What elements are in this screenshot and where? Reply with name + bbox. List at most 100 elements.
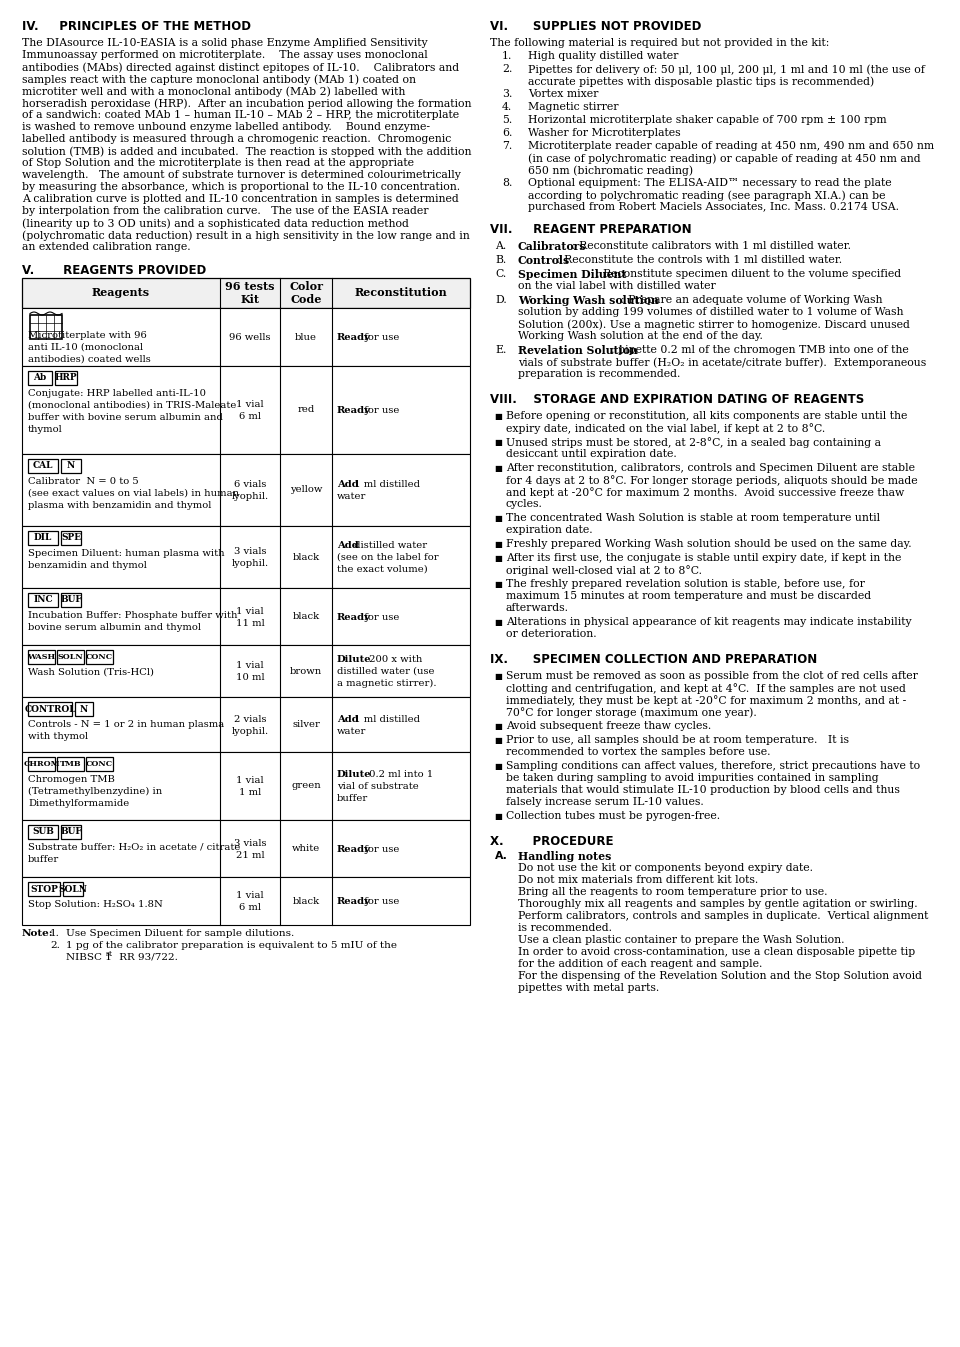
Text: Horizontal microtiterplate shaker capable of 700 rpm ± 100 rpm: Horizontal microtiterplate shaker capabl…: [528, 114, 887, 125]
Text: Dilute: Dilute: [337, 655, 372, 664]
Text: for 4 days at 2 to 8°C. For longer storage periods, aliquots should be made: for 4 days at 2 to 8°C. For longer stora…: [506, 475, 918, 486]
Text: Pipettes for delivery of: 50 μl, 100 μl, 200 μl, 1 ml and 10 ml (the use of: Pipettes for delivery of: 50 μl, 100 μl,…: [528, 65, 924, 74]
Text: for use: for use: [361, 333, 399, 342]
Text: be taken during sampling to avoid impurities contained in sampling: be taken during sampling to avoid impuri…: [506, 773, 878, 783]
Text: maximum 15 minutes at room temperature and must be discarded: maximum 15 minutes at room temperature a…: [506, 591, 871, 601]
Text: 10 ml: 10 ml: [236, 674, 264, 682]
Text: is washed to remove unbound enzyme labelled antibody.    Bound enzyme-: is washed to remove unbound enzyme label…: [22, 123, 430, 132]
Text: brown: brown: [290, 667, 323, 675]
Text: preparation is recommended.: preparation is recommended.: [518, 369, 681, 379]
Text: Dimethylformamide: Dimethylformamide: [28, 799, 130, 808]
Bar: [22, 454, 470, 525]
Text: 21 ml: 21 ml: [236, 850, 264, 859]
Text: purchased from Robert Maciels Associates, Inc. Mass. 0.2174 USA.: purchased from Robert Maciels Associates…: [528, 202, 899, 211]
Text: 96 tests
Kit: 96 tests Kit: [226, 282, 275, 304]
Bar: [55, 370, 77, 385]
Text: 7.: 7.: [502, 141, 513, 151]
Bar: [28, 459, 58, 473]
Text: ■: ■: [494, 463, 502, 473]
Text: black: black: [293, 552, 320, 562]
Text: (monoclonal antibodies) in TRIS-Maleate: (monoclonal antibodies) in TRIS-Maleate: [28, 401, 236, 409]
Text: horseradish peroxidase (HRP).  After an incubation period allowing the formation: horseradish peroxidase (HRP). After an i…: [22, 98, 471, 109]
Text: 3 vials: 3 vials: [233, 547, 266, 556]
Text: C.: C.: [495, 269, 506, 279]
Text: 1 vial: 1 vial: [236, 890, 264, 900]
Text: on the vial label with distilled water: on the vial label with distilled water: [518, 282, 716, 291]
Text: Stop Solution: H₂SO₄ 1.8N: Stop Solution: H₂SO₄ 1.8N: [28, 900, 163, 909]
Text: HRP: HRP: [55, 373, 78, 383]
Text: Immunoassay performed on microtiterplate.    The assay uses monoclonal: Immunoassay performed on microtiterplate…: [22, 50, 428, 61]
Text: V.       REAGENTS PROVIDED: V. REAGENTS PROVIDED: [22, 264, 206, 277]
Text: IX.      SPECIMEN COLLECTION AND PREPARATION: IX. SPECIMEN COLLECTION AND PREPARATION: [490, 653, 817, 665]
Text: ■: ■: [494, 672, 502, 682]
Text: ■: ■: [494, 762, 502, 770]
Text: 1.: 1.: [50, 929, 60, 938]
Text: 11 ml: 11 ml: [235, 618, 264, 628]
Text: SUB: SUB: [32, 827, 54, 836]
Text: yellow: yellow: [290, 485, 323, 494]
Text: Unused strips must be stored, at 2-8°C, in a sealed bag containing a: Unused strips must be stored, at 2-8°C, …: [506, 436, 881, 447]
Bar: [22, 308, 470, 366]
Text: lyophil.: lyophil.: [231, 492, 269, 501]
Text: 3 vials: 3 vials: [233, 838, 266, 847]
Text: an extended calibration range.: an extended calibration range.: [22, 242, 191, 252]
Text: After its first use, the conjugate is stable until expiry date, if kept in the: After its first use, the conjugate is st…: [506, 554, 901, 563]
Text: 2.: 2.: [502, 65, 513, 74]
Text: VIII.    STORAGE AND EXPIRATION DATING OF REAGENTS: VIII. STORAGE AND EXPIRATION DATING OF R…: [490, 393, 864, 405]
Text: Do not use the kit or components beyond expiry date.: Do not use the kit or components beyond …: [518, 863, 813, 873]
Text: Incubation Buffer: Phosphate buffer with: Incubation Buffer: Phosphate buffer with: [28, 612, 237, 620]
Text: CONC: CONC: [86, 653, 113, 661]
Text: thymol: thymol: [28, 426, 62, 434]
Text: In order to avoid cross-contamination, use a clean disposable pipette tip: In order to avoid cross-contamination, u…: [518, 947, 915, 956]
Text: SPE: SPE: [60, 533, 81, 543]
Text: VI.      SUPPLIES NOT PROVIDED: VI. SUPPLIES NOT PROVIDED: [490, 20, 702, 32]
Text: recommended to vortex the samples before use.: recommended to vortex the samples before…: [506, 748, 771, 757]
Text: Handling notes: Handling notes: [518, 851, 612, 862]
Text: The following material is required but not provided in the kit:: The following material is required but n…: [490, 38, 829, 48]
Text: 3.: 3.: [502, 89, 513, 98]
Text: black: black: [293, 612, 320, 621]
Text: desiccant until expiration date.: desiccant until expiration date.: [506, 449, 677, 459]
Text: ■: ■: [494, 722, 502, 731]
Text: D.: D.: [495, 295, 507, 304]
Text: Perform calibrators, controls and samples in duplicate.  Vertical alignment: Perform calibrators, controls and sample…: [518, 911, 928, 921]
Text: Before opening or reconstitution, all kits components are stable until the: Before opening or reconstitution, all ki…: [506, 411, 907, 422]
Text: Bring all the reagents to room temperature prior to use.: Bring all the reagents to room temperatu…: [518, 888, 828, 897]
Text: Specimen Diluent: Specimen Diluent: [518, 269, 627, 280]
Bar: [28, 757, 55, 770]
Text: 1 ml: 1 ml: [239, 788, 261, 797]
Text: distilled water: distilled water: [351, 541, 427, 550]
Text: Alterations in physical appearance of kit reagents may indicate instability: Alterations in physical appearance of ki…: [506, 617, 912, 626]
Text: Ready: Ready: [337, 613, 371, 621]
Text: A.: A.: [495, 241, 506, 251]
Text: Note:: Note:: [22, 929, 54, 938]
Text: Working Wash solution: Working Wash solution: [518, 295, 659, 306]
Text: For the dispensing of the Revelation Solution and the Stop Solution avoid: For the dispensing of the Revelation Sol…: [518, 971, 922, 981]
Text: 96 wells: 96 wells: [229, 333, 271, 342]
Text: SOLN: SOLN: [58, 653, 84, 661]
Text: afterwards.: afterwards.: [506, 603, 569, 613]
Bar: [86, 651, 113, 664]
Text: 1 vial: 1 vial: [236, 776, 264, 785]
Text: TMB: TMB: [60, 760, 82, 768]
Text: 2 vials: 2 vials: [233, 714, 266, 723]
Text: Calibrators: Calibrators: [518, 241, 587, 252]
Text: Calibrator  N = 0 to 5: Calibrator N = 0 to 5: [28, 477, 139, 486]
Text: CAL: CAL: [33, 462, 53, 470]
Text: DIL: DIL: [34, 533, 52, 543]
Text: is recommended.: is recommended.: [518, 923, 612, 933]
Text: INC: INC: [34, 595, 53, 605]
Text: silver: silver: [292, 721, 320, 729]
Text: Avoid subsequent freeze thaw cycles.: Avoid subsequent freeze thaw cycles.: [506, 721, 711, 731]
Text: 6 ml: 6 ml: [239, 412, 261, 422]
Text: lyophil.: lyophil.: [231, 726, 269, 735]
Text: materials that would stimulate IL-10 production by blood cells and thus: materials that would stimulate IL-10 pro…: [506, 785, 900, 795]
Text: Add: Add: [337, 541, 359, 550]
Text: Solution (200x). Use a magnetic stirrer to homogenize. Discard unused: Solution (200x). Use a magnetic stirrer …: [518, 319, 910, 330]
Text: Ab: Ab: [34, 373, 47, 383]
Text: Freshly prepared Working Wash solution should be used on the same day.: Freshly prepared Working Wash solution s…: [506, 539, 912, 550]
Text: distilled water (use: distilled water (use: [337, 667, 435, 676]
Text: 1 pg of the calibrator preparation is equivalent to 5 mIU of the: 1 pg of the calibrator preparation is eq…: [66, 942, 397, 950]
Bar: [61, 824, 81, 839]
Text: clotting and centrifugation, and kept at 4°C.  If the samples are not used: clotting and centrifugation, and kept at…: [506, 683, 906, 694]
